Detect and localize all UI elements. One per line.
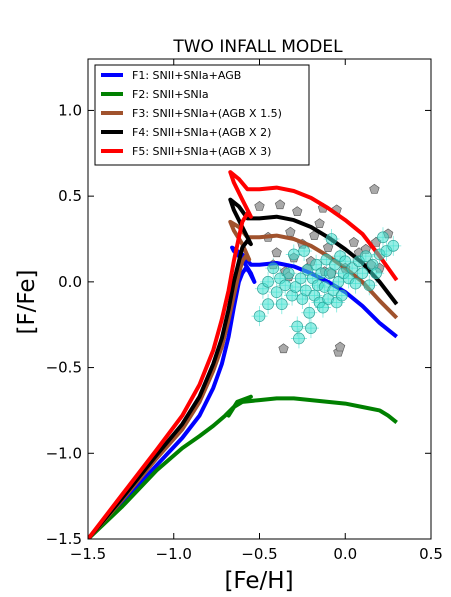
axis-ticks: −1.5 −1.0 −0.5 0.0 0.5 −1.5 −1.0 −0.5 0.0 0.5 1.0 [46,59,443,563]
x-tick-label: 0.0 [333,545,357,563]
y-tick-label: −0.5 [46,359,82,377]
legend-label: F2: SNII+SNIa [132,88,209,101]
observation-circle [301,264,314,276]
observation-circle [262,276,274,288]
observation-circle [325,233,338,245]
observation-circle [289,281,302,293]
observation-circle [349,277,362,290]
observation-circle [267,262,280,274]
observation-circle [310,258,322,271]
x-axis-label: [Fe/H] [224,568,293,594]
observation-circle [317,301,329,314]
legend: F1: SNII+SNIa+AGB F2: SNII+SNIa F3: SNII+S… [94,64,310,166]
observation-circle [346,262,358,274]
observation-circle [356,267,369,280]
observation-pentagon [369,183,380,194]
observation-pentagon [334,341,346,352]
observation-pentagon [292,206,303,216]
plot-frame [87,58,432,540]
observation-circle [332,276,345,288]
legend-box [94,64,310,166]
observation-pentagon [271,247,282,258]
observation-pentagon [278,343,289,354]
y-tick-label: 1.0 [58,101,82,119]
observation-circle [329,258,341,271]
observation-pentagon [285,226,296,237]
chart-title: TWO INFALL MODEL [172,37,343,57]
observation-circle [293,332,305,345]
observation-circle [320,253,333,266]
observation-circle [305,322,317,334]
observation-pentagon [314,218,325,228]
observation-circle [275,298,288,310]
series-line [88,170,399,539]
observation-circle [363,279,376,292]
series-line [88,394,398,539]
y-axis-label: [F/Fe] [14,269,40,334]
observation-circle [270,286,283,298]
plot-area [88,170,402,539]
series-line [88,219,399,539]
observation-circle [300,284,312,297]
x-tick-label: 0.5 [419,545,443,563]
observation-pentagon [274,199,286,210]
x-tick-label: −0.5 [241,545,277,563]
legend-label: F5: SNII+SNIa+(AGB X 3) [132,145,271,158]
observation-circle [298,245,310,257]
y-tick-label: 0.5 [58,187,82,205]
observation-circle [387,240,400,252]
observation-circle [282,267,295,280]
observation-circle [262,298,274,310]
observation-circle [287,248,300,261]
observation-circle [294,272,307,285]
observation-circle [377,231,389,244]
observation-circle [279,279,292,292]
x-tick-label: −1.5 [70,545,106,563]
legend-label: F4: SNII+SNIa+(AGB X 2) [132,126,271,139]
x-tick-label: −1.0 [156,545,192,563]
y-tick-label: −1.0 [46,444,82,462]
y-tick-label: 0.0 [58,273,82,291]
observation-circle [360,250,372,262]
observation-circle [324,267,336,280]
legend-label: F1: SNII+SNIa+AGB [132,69,241,82]
y-tick-label: −1.5 [46,530,82,548]
observation-circle [303,306,316,319]
observation-circle [336,289,348,302]
observation-pentagon [254,201,265,211]
observation-circle [339,255,352,268]
observation-circle [370,267,382,280]
observation-circle [253,310,266,322]
observation-pentagon [348,237,359,247]
observation-circle [291,320,304,333]
observation-pentagon [322,242,334,252]
legend-label: F3: SNII+SNIa+(AGB X 1.5) [132,107,282,120]
observation-circle [327,284,340,297]
